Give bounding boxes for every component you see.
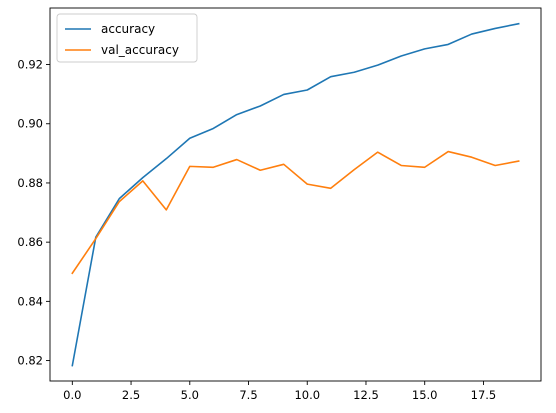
y-tick-label: 0.90 — [17, 117, 43, 131]
legend-box — [56, 13, 198, 63]
x-tick-label: 12.5 — [353, 388, 379, 402]
x-tick-label: 7.5 — [239, 388, 257, 402]
x-tick-label: 2.5 — [122, 388, 140, 402]
series-line-val-accuracy — [71, 150, 520, 275]
legend-label-val-accuracy: val_accuracy — [101, 43, 179, 57]
y-tick-label: 0.88 — [17, 176, 43, 190]
x-tick-label: 15.0 — [412, 388, 438, 402]
y-tick-label: 0.82 — [17, 354, 43, 368]
legend: accuracy val_accuracy — [56, 13, 198, 63]
y-tick-label: 0.84 — [17, 294, 43, 308]
y-tick-label: 0.92 — [17, 58, 43, 72]
legend-label-accuracy: accuracy — [101, 22, 155, 36]
x-tick-label: 10.0 — [294, 388, 320, 402]
axes: 0.0 2.5 5.0 7.5 10.0 12.5 15.0 17.5 0.82 0.84 0.86… — [17, 7, 542, 402]
axes-frame — [49, 7, 542, 382]
x-tick-label: 17.5 — [471, 388, 497, 402]
x-tick-label: 0.0 — [63, 388, 81, 402]
plot-area — [71, 22, 520, 367]
y-tick-label: 0.86 — [17, 235, 43, 249]
x-tick-label: 5.0 — [181, 388, 199, 402]
series-line-accuracy — [71, 22, 520, 367]
